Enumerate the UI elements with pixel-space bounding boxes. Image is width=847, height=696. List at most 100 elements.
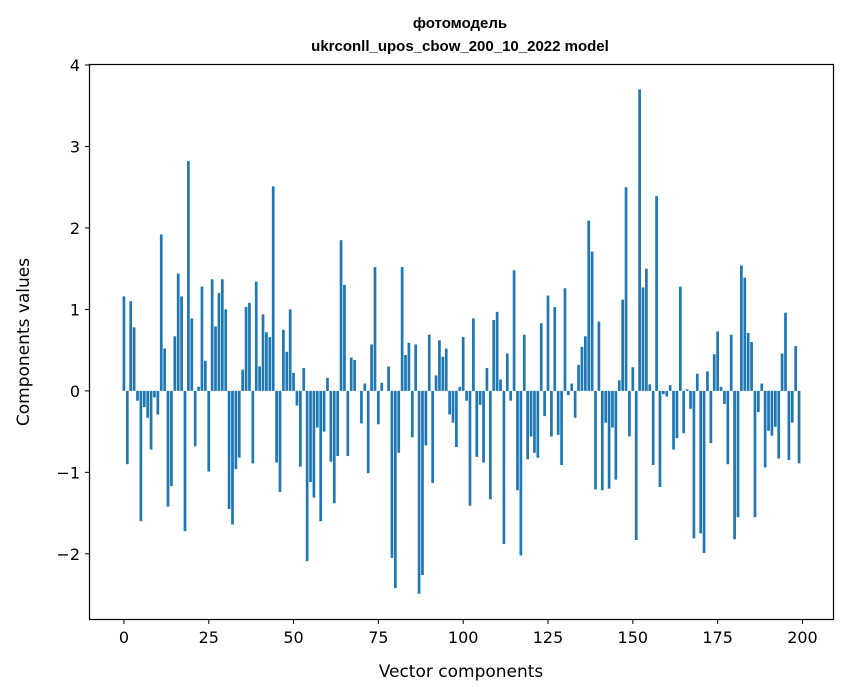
bar <box>298 390 302 467</box>
bar <box>492 320 496 391</box>
bar <box>193 390 197 447</box>
bar <box>227 390 231 510</box>
bar <box>122 296 126 391</box>
y-tick-label: 2 <box>70 219 80 238</box>
bar <box>156 390 160 415</box>
bar <box>278 390 282 492</box>
bar <box>166 390 170 507</box>
bar <box>210 279 214 391</box>
bar <box>533 390 536 453</box>
bar <box>641 287 645 391</box>
bar <box>784 312 787 391</box>
bar <box>203 360 207 391</box>
bar <box>594 390 597 490</box>
bar <box>645 268 648 391</box>
bar <box>638 89 641 391</box>
bar <box>251 390 255 464</box>
bar <box>187 161 190 391</box>
bar <box>271 186 275 391</box>
bar <box>583 336 587 391</box>
bar <box>366 390 370 474</box>
bar <box>773 390 777 427</box>
bar <box>753 390 757 518</box>
bar <box>505 353 509 391</box>
bar <box>726 390 730 465</box>
bar <box>760 383 764 391</box>
bar <box>794 346 798 391</box>
bar <box>438 340 441 391</box>
bar <box>577 364 580 391</box>
bar <box>400 267 404 391</box>
bar <box>149 390 153 450</box>
x-axis-ticks: 0 25 50 75 100 125 150 175 200 <box>119 619 818 647</box>
bar <box>719 386 723 391</box>
bar <box>488 390 492 500</box>
bar <box>662 390 665 395</box>
bar <box>329 390 333 462</box>
x-tick-label: 50 <box>283 628 303 647</box>
bar <box>129 301 133 391</box>
bar <box>170 390 173 487</box>
bar <box>790 390 794 423</box>
bar <box>275 390 278 463</box>
bar <box>475 390 479 457</box>
bar <box>499 379 502 391</box>
bar <box>743 277 747 391</box>
bar <box>516 390 519 491</box>
bar <box>526 390 530 460</box>
x-tick-label: 25 <box>199 628 219 647</box>
bar <box>787 390 791 461</box>
bar <box>237 390 241 458</box>
bar <box>332 390 336 504</box>
bar <box>139 390 143 522</box>
bar <box>757 390 760 413</box>
bar <box>672 390 675 450</box>
bar <box>183 390 187 532</box>
bar <box>244 306 248 391</box>
x-tick-label: 175 <box>702 628 733 647</box>
bar <box>668 385 672 391</box>
bar <box>282 329 285 391</box>
bar <box>617 380 621 391</box>
bar <box>682 390 686 434</box>
bar <box>624 187 628 391</box>
bar <box>363 383 367 391</box>
bar <box>292 372 295 391</box>
bar <box>689 390 692 409</box>
bar <box>285 351 289 391</box>
bar <box>349 357 353 391</box>
bar <box>258 366 261 391</box>
bar <box>675 390 679 439</box>
bar <box>482 390 485 463</box>
bar <box>767 390 770 431</box>
y-tick-label: 4 <box>70 56 80 75</box>
bar <box>600 390 604 491</box>
bar <box>570 383 574 391</box>
bar <box>763 390 767 468</box>
bar <box>220 279 224 391</box>
bar <box>397 390 401 453</box>
bar <box>746 333 750 391</box>
bar <box>723 390 726 404</box>
bar <box>611 390 614 428</box>
bar <box>295 390 299 406</box>
bar <box>417 390 421 594</box>
bar <box>665 390 669 397</box>
x-tick-label: 75 <box>368 628 388 647</box>
bar <box>780 353 784 391</box>
bar <box>607 390 611 489</box>
bar <box>465 390 468 401</box>
bar <box>614 390 618 480</box>
bar <box>407 342 411 391</box>
bar <box>146 390 150 418</box>
bar <box>651 390 655 466</box>
bar <box>678 286 682 391</box>
x-axis-label: Vector components <box>379 662 544 682</box>
bar <box>214 326 217 391</box>
x-tick-label: 100 <box>448 628 479 647</box>
bar <box>716 331 719 391</box>
bar <box>458 386 462 391</box>
bar <box>387 366 390 391</box>
bar <box>373 267 377 391</box>
chart-subtitle: ukrconll_upos_cbow_200_10_2022 model <box>311 38 609 55</box>
